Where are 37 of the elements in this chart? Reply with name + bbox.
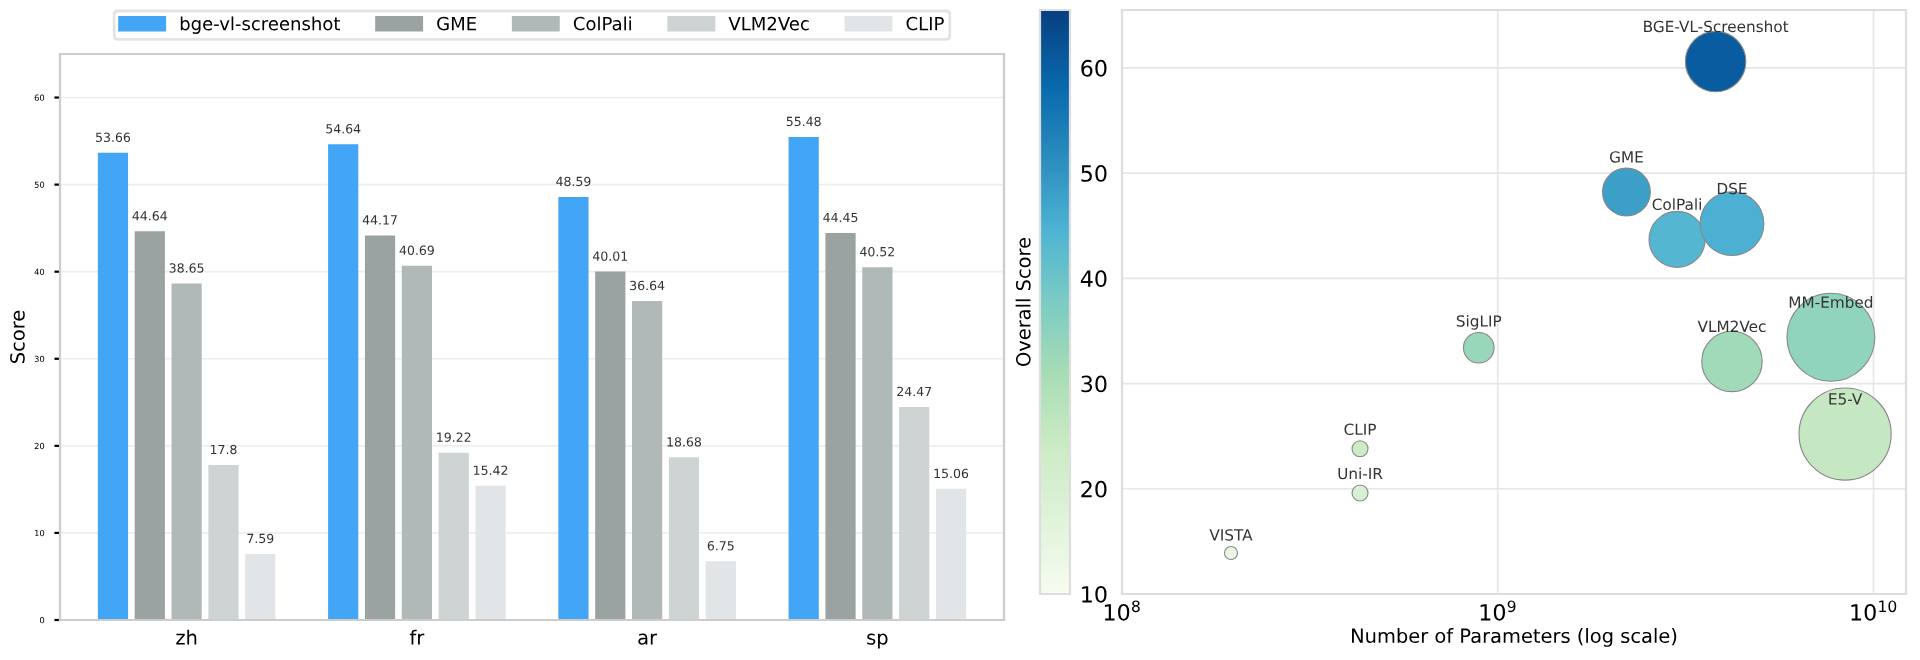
bar [632, 300, 663, 620]
bar [935, 488, 967, 620]
color-bar-label: 50 [1081, 165, 1107, 182]
bar [475, 485, 506, 620]
legend-label: GME [437, 16, 476, 31]
bar [705, 561, 736, 620]
color-bar-label: 10 [1082, 585, 1107, 603]
color-bar-title: Overall Score [1015, 237, 1031, 366]
color-bar-label: 40 [1080, 270, 1107, 288]
color-bar-label: 30 [1081, 375, 1107, 393]
bar [825, 232, 856, 620]
bar [364, 235, 396, 620]
x-tick-label: ar [638, 633, 658, 645]
x-tick-label: fr [409, 629, 425, 645]
y-axis-title: Score [10, 310, 25, 363]
legend-label: VLM2Vec [728, 16, 809, 31]
x-tick-label: zh [176, 629, 197, 645]
x-tick-label: sp [867, 633, 888, 649]
color-bar-label: 60 [1081, 59, 1107, 77]
legend-label: bge-vl-screenshot [180, 16, 341, 34]
bar [171, 283, 202, 620]
x-tick-label: 10$^{9}$ [1480, 600, 1516, 621]
bar [328, 144, 359, 620]
bar [401, 265, 432, 620]
x-axis-title: Number of Parameters (log scale) [1352, 628, 1677, 647]
bar [558, 196, 589, 620]
legend-label: CLIP [906, 16, 944, 31]
bar [788, 136, 819, 620]
bar [862, 267, 893, 620]
bar [595, 271, 626, 620]
bar [245, 553, 276, 620]
bar [97, 152, 129, 620]
bar [134, 231, 165, 620]
color-bar-label: 20 [1081, 480, 1107, 498]
x-tick-label: 10$^{10}$ [1851, 600, 1897, 621]
legend-label: ColPali [573, 16, 631, 31]
x-tick-label: 10$^{8}$ [1104, 600, 1140, 621]
